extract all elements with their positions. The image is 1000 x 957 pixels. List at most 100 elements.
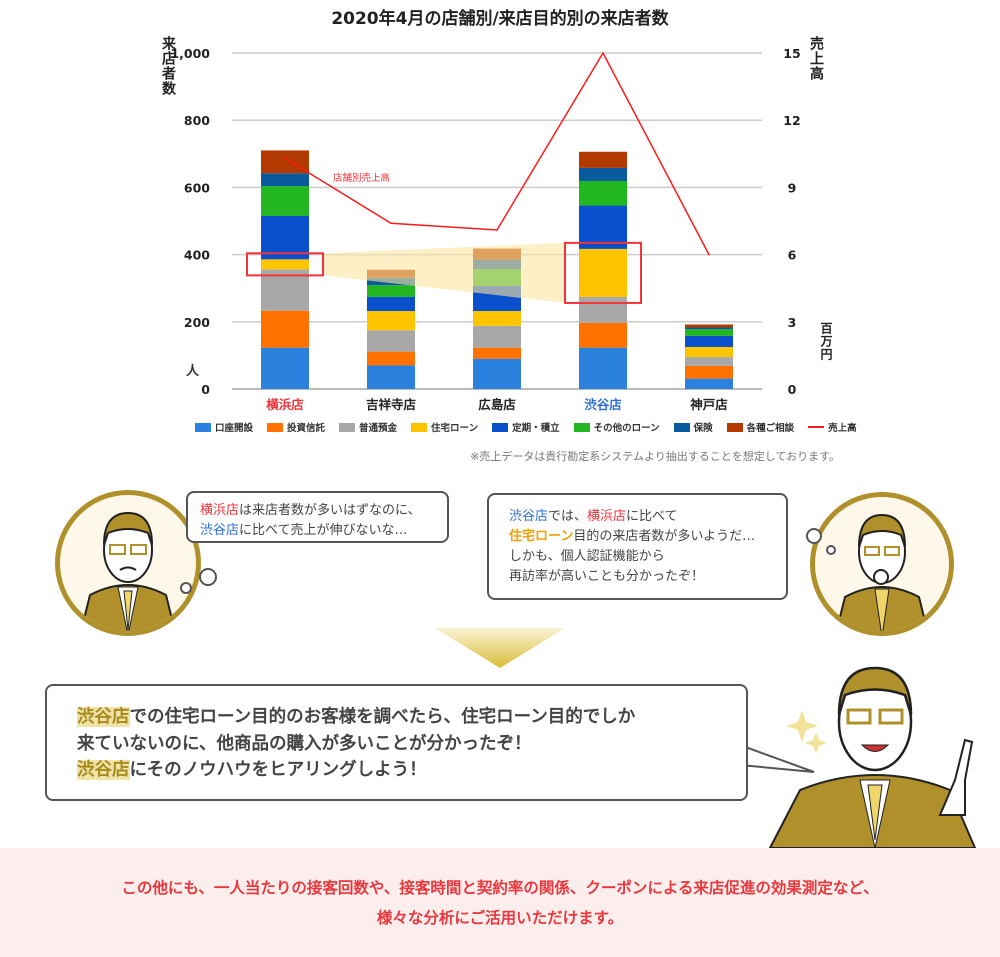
y2-tick-label: 3 [788,315,797,330]
legend-label: 定期・積立 [512,423,560,434]
bar-segment [261,310,309,348]
store-name-shibuya: 渋谷店 [200,523,240,538]
bar-segment [579,151,627,168]
x-tick-label: 吉祥寺店 [366,397,417,412]
x-tick-label: 広島店 [478,397,516,412]
legend-item: 定期・積立 [492,420,560,434]
bar-segment [261,150,309,174]
sales-point [284,157,286,160]
bar-segment [579,181,627,206]
store-name-shibuya: 渋谷店 [509,509,549,524]
bar-segment [579,248,627,297]
y2-tick-label: 9 [788,180,797,195]
legend-item: 投資信託 [267,420,325,434]
legend-label: 口座開設 [215,423,254,434]
chart-note: ※売上データは貴行勘定系システムより抽出することを想定しております。 [470,450,840,463]
legend-item: 口座開設 [195,420,253,434]
footer-text-line1: この他にも、一人当たりの接客回数や、接客時間と契約率の関係、クーポンによる来店促… [121,879,879,897]
chart-title: 2020年4月の店舗別/来店目的別の来店者数 [331,9,669,29]
bubble-text: 来ていないのに、他商品の購入が多いことが分かったぞ！ [77,733,532,754]
chart: 0 0 200 3 400 6 600 9 800 12 1,000 15 横浜店 吉祥寺店 広島店 渋谷店 神… [170,46,800,412]
y-tick-label: 0 [201,382,210,397]
legend-label: 住宅ローン [431,423,479,434]
bubble-text: にそのノウハウをヒアリングしよう！ [129,760,427,780]
legend-swatch [673,422,690,432]
bar-segment [473,311,521,326]
bar-segment [685,357,733,366]
bar-segment [579,205,627,249]
bar-segment [685,335,733,347]
legend-label: 各種ご相談 [746,423,795,434]
thought-bubbles-icon [806,528,836,555]
bar-segment [473,358,521,389]
bar-segment [685,347,733,358]
legend-swatch [411,422,428,432]
thought-bubble-right: 渋谷店では、横浜店に比べて 住宅ローン目的の来店者数が多いようだ… しかも、個人… [487,493,788,600]
sales-line [284,51,710,255]
legend-item: その他のローン [573,420,660,434]
footer-text-line2: 様々な分析にご活用いただけます。 [376,909,624,927]
speech-tail-icon [740,744,815,773]
legend-swatch [339,422,356,432]
man-illustration-icon [79,511,177,631]
y-tick-label: 200 [184,315,210,330]
bar-segment [579,347,627,389]
thought-bubbles-icon [180,568,217,594]
bar-segment [685,327,733,330]
bar-segment [473,325,521,348]
bar-segment [685,329,733,336]
thought-bubble-left: 横浜店は来店者数が多いはずなのに、 渋谷店に比べて売上が伸びないな… [186,491,449,543]
sales-line-annotation: 店舗別売上高 [333,172,390,184]
y2-tick-label: 0 [788,382,797,397]
bar-segment [367,330,415,352]
bubble-text: では、 [548,509,588,524]
bar-segment [261,186,309,216]
store-name-yokohama: 横浜店 [587,509,627,524]
man-illustration-icon [835,513,929,631]
bar-segment [261,173,309,187]
x-tick-label: 神戸店 [690,397,728,412]
y2-tick-label: 6 [788,248,797,263]
store-name-shibuya: 渋谷店 [77,707,130,727]
y2-axis-label: 売上高 [808,36,824,81]
pointing-man-illustration-icon [768,666,977,848]
bar-segment [261,347,309,389]
y2-tick-label: 12 [783,113,800,128]
legend-swatch [726,422,743,432]
legend-item: 各種ご相談 [726,420,795,434]
legend-line-swatch [808,426,825,428]
y-tick-label: 800 [184,113,210,128]
bar-segment [367,296,415,312]
legend: 口座開設 投資信託 普通預金 住宅ローン 定期・積立 その他のローン 保険 各種ご相談 売上高 [195,420,857,434]
footer-banner: この他にも、一人当たりの接客回数や、接客時間と契約率の関係、クーポンによる来店促… [0,848,1000,957]
bar-segment [367,311,415,331]
legend-swatch [573,422,590,432]
sales-point [602,52,604,54]
bar-segment [685,365,733,379]
bubble-text: は来店者数が多いはずなのに、 [239,503,421,518]
bar-segment [367,351,415,366]
legend-label: 売上高 [828,423,857,434]
highlight-box-yokohama [246,252,324,277]
sales-point [708,253,710,256]
legend-item-sales: 売上高 [808,420,857,434]
legend-label: 保険 [693,423,713,434]
y-tick-label: 400 [184,248,210,263]
worried-man-avatar [55,490,201,636]
thinking-man-avatar [810,492,954,636]
bubble-text: に比べて [626,509,678,524]
sales-point [390,222,392,225]
store-name-shibuya: 渋谷店 [77,760,130,780]
legend-swatch [195,422,211,432]
store-name-yokohama: 横浜店 [200,503,240,518]
bubble-text: での住宅ローン目的のお客様を調べたら、住宅ローン目的でしか [129,707,636,727]
bubble-text: 目的の来店者数が多いようだ… [573,529,756,544]
y-axis-unit: 人 [186,364,200,379]
y-tick-label: 1,000 [170,46,210,61]
bar-segment [685,324,733,328]
housing-loan-highlight: 住宅ローン [509,529,574,544]
bar-segment [367,365,415,389]
legend-item: 住宅ローン [411,420,478,434]
legend-label: 投資信託 [287,423,326,434]
y-tick-label: 600 [184,180,210,195]
